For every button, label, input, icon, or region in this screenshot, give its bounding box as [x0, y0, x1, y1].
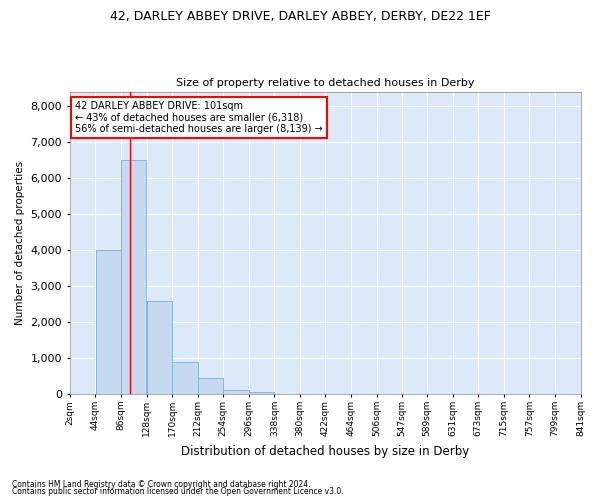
Bar — [249, 392, 274, 394]
Y-axis label: Number of detached properties: Number of detached properties — [15, 161, 25, 325]
Bar — [198, 378, 223, 394]
Bar — [172, 362, 197, 394]
Text: 42, DARLEY ABBEY DRIVE, DARLEY ABBEY, DERBY, DE22 1EF: 42, DARLEY ABBEY DRIVE, DARLEY ABBEY, DE… — [110, 10, 490, 23]
Text: Contains HM Land Registry data © Crown copyright and database right 2024.: Contains HM Land Registry data © Crown c… — [12, 480, 311, 489]
X-axis label: Distribution of detached houses by size in Derby: Distribution of detached houses by size … — [181, 444, 469, 458]
Text: Contains public sector information licensed under the Open Government Licence v3: Contains public sector information licen… — [12, 487, 344, 496]
Title: Size of property relative to detached houses in Derby: Size of property relative to detached ho… — [176, 78, 475, 88]
Bar — [95, 250, 121, 394]
Bar — [223, 390, 248, 394]
Text: 42 DARLEY ABBEY DRIVE: 101sqm
← 43% of detached houses are smaller (6,318)
56% o: 42 DARLEY ABBEY DRIVE: 101sqm ← 43% of d… — [75, 100, 323, 134]
Bar — [146, 300, 172, 394]
Bar — [121, 160, 146, 394]
